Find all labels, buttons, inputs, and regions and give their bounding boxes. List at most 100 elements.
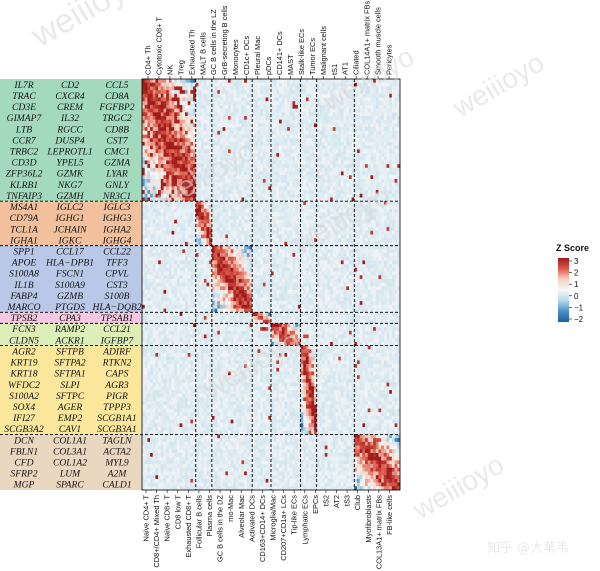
gene-group-band	[0, 323, 142, 346]
bottom-column-label: tS2	[321, 495, 330, 506]
gene-label: CFD	[14, 458, 33, 469]
gene-label: TRBC2	[10, 147, 38, 158]
gene-label: IGKC	[58, 235, 83, 246]
bottom-column-label: Plasma cells	[205, 495, 214, 537]
top-column-label: COL14A1+ matrix FBs	[363, 1, 372, 75]
gene-label: CPVL	[105, 269, 128, 280]
gene-label: CST3	[106, 280, 128, 291]
gene-label: SCGB1A1	[97, 413, 136, 424]
gene-label: CAPS	[106, 369, 129, 380]
gene-label: CAV1	[59, 424, 81, 435]
gene-label: TRAC	[12, 91, 36, 102]
gene-label: CCR7	[12, 135, 37, 146]
top-column-label: GC B cells in the LZ	[209, 9, 218, 75]
gene-label: S100A9	[55, 280, 85, 291]
gene-label: HLA−DPB1	[45, 258, 94, 269]
gene-label: GZMA	[104, 158, 130, 169]
top-column-label: Monocytes	[231, 39, 240, 75]
gene-label: DUSP4	[54, 135, 85, 146]
gene-label: IGHG1	[55, 213, 85, 224]
bottom-column-label: GC B cells in the DZ	[216, 495, 225, 562]
gene-label: IGHG4	[102, 235, 132, 246]
bottom-column-label: Myofibroblasts	[364, 495, 373, 543]
gene-label: A2M	[107, 469, 128, 480]
colorbar-tick: −2	[574, 315, 584, 324]
gene-label: TFF3	[106, 258, 128, 269]
gene-label: CD2	[61, 80, 79, 91]
gene-label: FCN3	[11, 324, 36, 335]
gene-label: ZFP36L2	[6, 169, 43, 180]
gene-label: AGER	[57, 402, 83, 413]
bottom-column-label: CD163+CD14+ DCs	[258, 495, 267, 562]
bottom-column-label: Activated DCs	[247, 495, 256, 542]
gene-label: S100A2	[9, 391, 39, 402]
top-column-label: tS1	[330, 64, 339, 75]
gene-label: AGR3	[104, 380, 129, 391]
gene-group-band	[0, 201, 142, 246]
bottom-column-label: EPCs	[311, 495, 320, 514]
watermark-text: weiiioyo	[407, 449, 510, 526]
gene-label: LUM	[59, 469, 81, 480]
gene-label: CD3E	[12, 102, 36, 113]
colorbar-tick: −1	[574, 303, 584, 312]
gene-label: TAGLN	[102, 435, 132, 446]
gene-label: IFI27	[12, 413, 36, 424]
gene-label: IGHG3	[102, 213, 132, 224]
gene-label: YPEL5	[56, 158, 83, 169]
bottom-column-label: Lymphatic ECs	[300, 495, 309, 545]
gene-label: CD79A	[10, 213, 39, 224]
gene-label: IGHA2	[102, 224, 131, 235]
top-column-label: Cytotoxic CD8+ T	[154, 17, 163, 75]
gene-label: SCGB3A2	[4, 424, 44, 435]
gene-label: GZMB	[57, 291, 83, 302]
colorbar-tick: 1	[574, 280, 579, 289]
gene-label: HLA−DQB2	[91, 302, 141, 313]
gene-label: CST7	[106, 135, 129, 146]
gene-label: S100B	[104, 291, 129, 302]
gene-label: GNLY	[105, 180, 130, 191]
bottom-column-label: Alveolar Mac	[237, 495, 246, 538]
top-column-label: Treg	[176, 60, 185, 75]
bottom-column-label: AT2	[332, 495, 341, 508]
gene-label: NKG7	[57, 180, 84, 191]
gene-group-band	[0, 79, 142, 202]
gene-label: SOX4	[13, 402, 36, 413]
bottom-column-label: Naive CD8+ T	[163, 495, 172, 542]
gene-label: GZMK	[57, 169, 84, 180]
gene-label: SFTPA1	[54, 369, 85, 380]
bottom-column-label: Follicular B cells	[194, 495, 203, 549]
gene-label: SLPI	[60, 380, 80, 391]
gene-label-panel: IL7R CD2 CCL5 TRAC CXCR4 CD8A CD3E CREM FGFBP2 GI…	[0, 79, 142, 491]
gene-label: TPPP3	[103, 402, 131, 413]
gene-label: COL1A2	[53, 458, 87, 469]
gene-label: RTKN2	[102, 358, 132, 369]
gene-label: CCL21	[103, 324, 131, 335]
bottom-column-label: CD207+CD1a+ LCs	[279, 495, 288, 561]
bottom-column-label: Microglia/Mac	[269, 495, 278, 541]
brand-watermark: 知乎 @大苇韦	[487, 540, 569, 556]
top-column-label: NK	[165, 65, 174, 75]
gene-label: GZMH	[56, 191, 84, 202]
gene-label: TRGC2	[102, 113, 132, 124]
top-column-label: CD4+ Th	[144, 45, 153, 75]
gene-label: MGP	[13, 480, 35, 491]
gene-label: KLRB1	[9, 180, 38, 191]
colorbar-tick: 0	[574, 292, 579, 301]
z-score-colorbar: Z Score 3 2 1 0 −1 −2	[556, 243, 589, 324]
gene-label: FBLN1	[9, 446, 38, 457]
gene-label: PTGDS	[54, 302, 85, 313]
top-column-label: MAST	[286, 54, 295, 75]
gene-label: ACKR1	[54, 335, 84, 346]
gene-label: FSCN1	[55, 269, 84, 280]
gene-label: FABP4	[9, 291, 37, 302]
gene-label: MARCO	[6, 302, 40, 313]
colorbar-tick: 2	[574, 269, 579, 278]
bottom-column-label: Naive CD4+ T	[142, 495, 151, 542]
top-column-label: pDCs	[264, 56, 273, 75]
gene-label: SPARC	[56, 480, 84, 491]
gene-label: IGLC2	[56, 202, 84, 213]
gene-label: CD8A	[105, 91, 129, 102]
top-column-label: Pleural Mac	[253, 36, 262, 75]
gene-group-band	[0, 345, 142, 435]
